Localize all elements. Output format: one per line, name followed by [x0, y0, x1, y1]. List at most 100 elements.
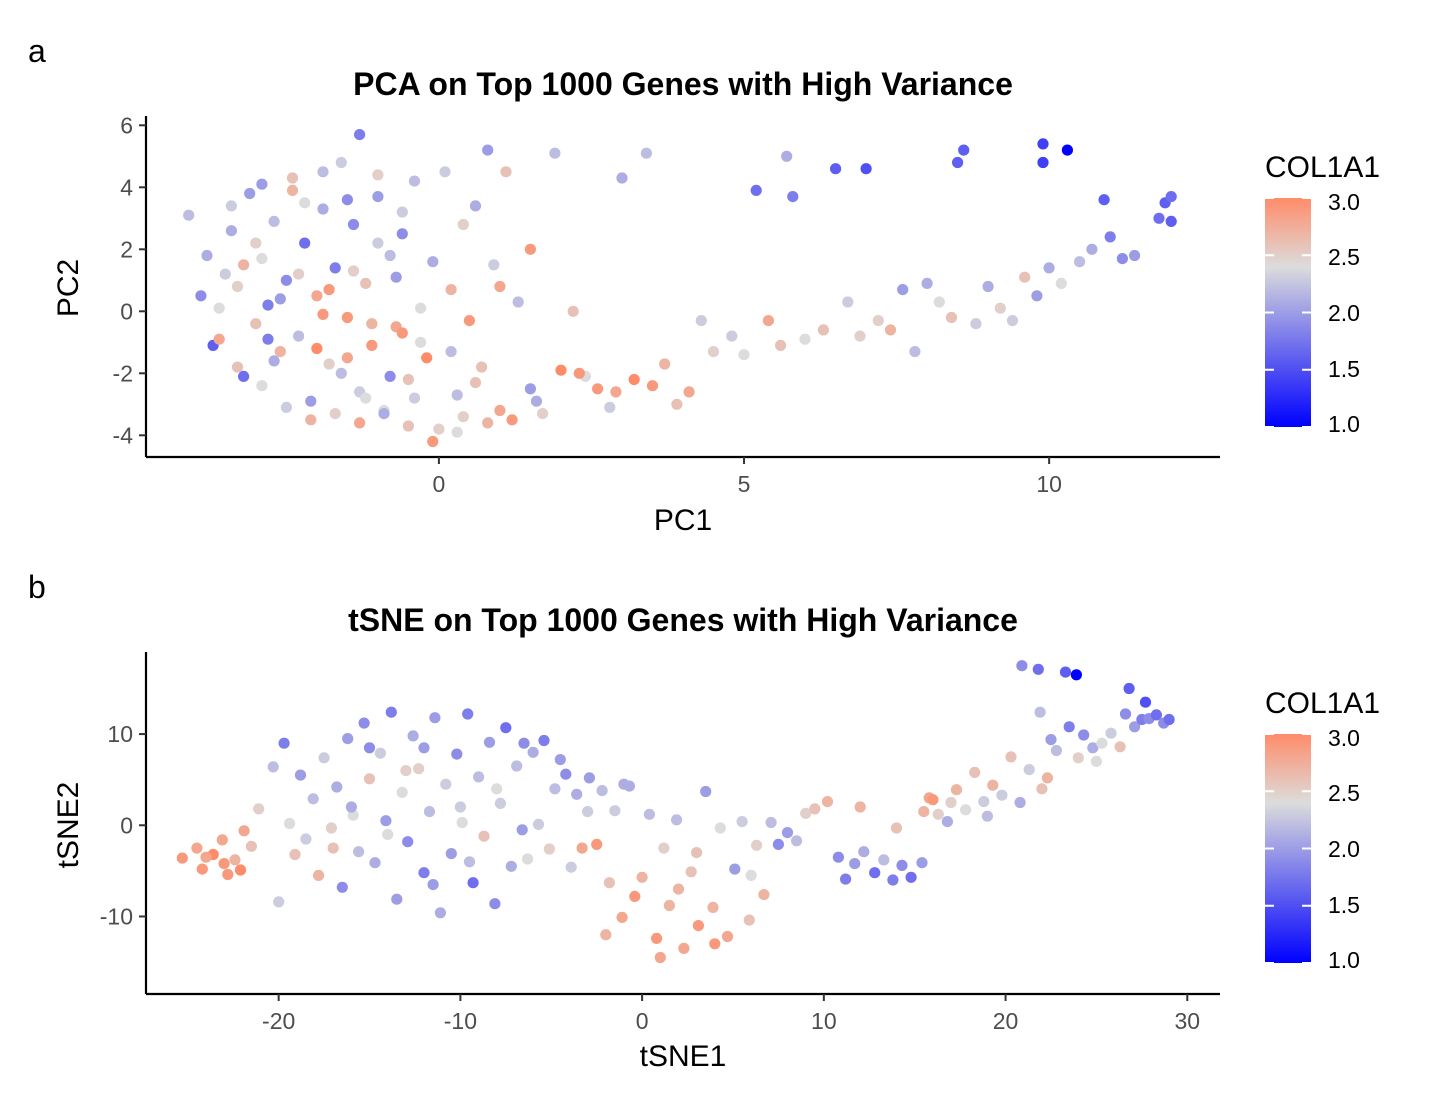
- data-point-a-92: [970, 318, 982, 330]
- data-point-b-130: [1070, 669, 1082, 681]
- data-point-b-40: [434, 907, 446, 919]
- data-point-a-39: [433, 423, 445, 435]
- data-point-a-142: [415, 336, 427, 348]
- data-point-a-153: [408, 392, 421, 404]
- x-axis-title-b: tSNE1: [640, 1040, 727, 1073]
- data-point-a-69: [707, 346, 720, 358]
- data-point-a-102: [1061, 144, 1073, 156]
- data-point-b-32: [391, 893, 403, 905]
- data-point-b-34: [402, 836, 414, 848]
- legend-label-a-4: 1.0: [1328, 411, 1360, 437]
- data-point-b-54: [511, 760, 523, 772]
- data-point-a-49: [494, 404, 506, 417]
- data-point-b-94: [772, 838, 785, 851]
- data-point-a-146: [299, 197, 311, 209]
- data-point-a-40: [439, 166, 451, 178]
- data-point-b-6: [229, 854, 241, 866]
- data-point-b-160: [654, 951, 666, 964]
- data-point-b-70: [603, 877, 616, 889]
- data-point-a-88: [933, 296, 945, 308]
- data-point-a-143: [445, 346, 457, 358]
- data-point-b-102: [849, 858, 861, 870]
- data-point-a-31: [384, 249, 396, 262]
- data-point-a-106: [1104, 231, 1116, 243]
- data-point-b-1: [191, 842, 203, 854]
- data-point-b-127: [1050, 744, 1062, 757]
- data-point-b-53: [505, 860, 517, 872]
- data-point-b-99: [821, 796, 834, 808]
- data-point-a-22: [335, 156, 347, 169]
- data-point-b-150: [454, 801, 466, 813]
- data-point-a-17: [305, 395, 317, 407]
- data-point-a-62: [628, 373, 640, 386]
- data-point-a-42: [451, 389, 463, 401]
- y-tick-label-b-0: -10: [100, 903, 133, 929]
- y-tick-label-b-2: 10: [107, 721, 133, 747]
- data-point-b-117: [987, 779, 999, 791]
- data-point-a-162: [610, 386, 622, 398]
- data-point-a-111: [1165, 191, 1177, 203]
- data-point-a-118: [329, 408, 341, 420]
- data-point-b-27: [363, 773, 376, 785]
- data-point-b-10: [267, 761, 279, 773]
- data-point-b-18: [313, 869, 325, 882]
- data-point-a-119: [354, 417, 366, 429]
- data-point-b-52: [500, 722, 512, 734]
- data-point-a-33: [396, 228, 408, 240]
- data-point-a-97: [1031, 290, 1043, 302]
- data-point-b-13: [284, 817, 296, 830]
- data-point-b-76: [643, 808, 656, 820]
- data-point-b-98: [809, 803, 821, 815]
- data-point-b-172: [400, 765, 412, 777]
- data-point-b-22: [336, 881, 348, 893]
- data-point-b-49: [483, 736, 496, 748]
- data-point-b-141: [1139, 696, 1152, 708]
- data-point-a-13: [280, 274, 292, 286]
- data-point-a-155: [250, 237, 262, 249]
- data-point-a-161: [573, 367, 585, 379]
- data-point-a-151: [372, 237, 384, 249]
- data-point-b-9: [253, 803, 265, 815]
- data-point-a-37: [421, 352, 433, 364]
- data-point-b-106: [887, 874, 899, 886]
- data-point-a-113: [213, 333, 225, 345]
- data-point-b-37: [418, 867, 430, 879]
- plot-area-b: -20 -10 0 10 20 30 -10 0 10: [100, 652, 1220, 1034]
- data-point-a-66: [671, 398, 683, 410]
- data-point-a-26: [354, 129, 366, 141]
- data-point-a-125: [506, 414, 518, 426]
- data-point-b-16: [300, 833, 312, 845]
- data-point-b-19: [318, 752, 330, 764]
- data-point-a-27: [360, 277, 372, 289]
- legend-ticks-a: [1265, 197, 1311, 428]
- data-point-a-20: [323, 358, 335, 370]
- data-point-b-171: [918, 806, 930, 818]
- data-point-a-52: [524, 383, 537, 395]
- legend-title-b: COL1A1: [1265, 687, 1380, 720]
- plot-area-a: 0 5 10 -4 -2 0 2 4 6: [113, 112, 1220, 497]
- x-tick-label-b-2: 0: [636, 1008, 649, 1034]
- data-point-a-4: [225, 225, 237, 237]
- data-point-b-77: [651, 932, 663, 945]
- data-point-b-123: [1032, 663, 1044, 675]
- data-point-a-1: [195, 290, 207, 302]
- data-point-a-137: [293, 268, 305, 280]
- data-point-b-79: [663, 899, 676, 912]
- data-point-a-28: [366, 339, 378, 351]
- data-point-b-26: [358, 717, 370, 729]
- data-point-a-38: [427, 256, 439, 268]
- data-point-b-84: [700, 785, 712, 798]
- data-point-a-60: [604, 401, 616, 413]
- data-point-a-21: [329, 262, 341, 274]
- data-point-b-136: [1114, 741, 1126, 753]
- data-point-b-103: [858, 846, 870, 858]
- data-point-a-11: [268, 215, 280, 227]
- data-point-b-2: [196, 863, 208, 875]
- data-point-a-103: [1074, 256, 1086, 268]
- data-point-b-167: [981, 810, 994, 822]
- data-point-a-127: [256, 178, 268, 190]
- panel-letter-a: a: [28, 33, 46, 69]
- data-point-a-144: [469, 377, 482, 389]
- data-point-a-135: [238, 259, 250, 271]
- data-point-b-96: [791, 835, 803, 847]
